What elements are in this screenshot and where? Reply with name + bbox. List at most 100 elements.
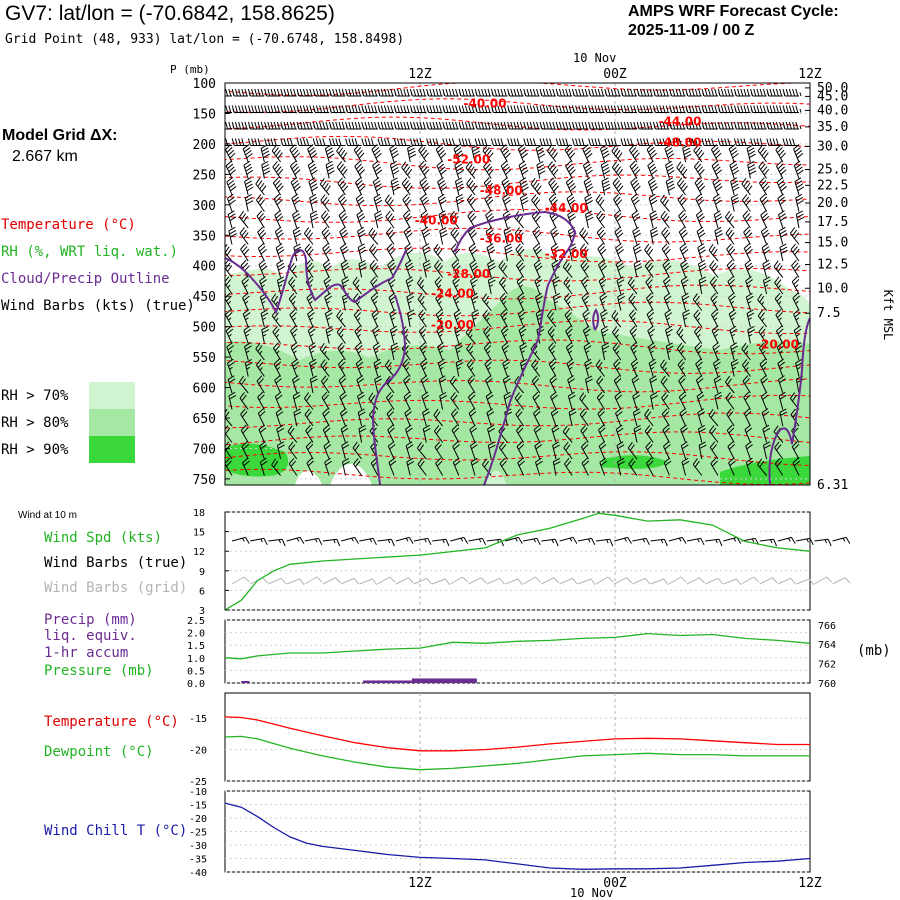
xs-wind-barb-9-25-flag-1 (633, 229, 640, 235)
xs-wind-barb-2-24-flag-4 (617, 121, 621, 130)
xs-wind-barb-7-4 (291, 193, 301, 212)
xs-wind-barb-10-16-flag-0 (486, 243, 494, 249)
xs-wind-barb-4-0-flag-0 (225, 144, 232, 150)
xs-wind-barb-4-26 (646, 144, 658, 163)
wind-tick-label-1: 6 (199, 586, 205, 597)
xs-wind-barb-6-13-flag-2 (439, 183, 446, 189)
xs-wind-barb-3-30-flag-3 (711, 138, 715, 146)
xs-wind-barb-0-14-flag-3 (451, 88, 455, 97)
xs-wind-barb-4-22-shaft (582, 149, 589, 163)
xs-wind-barb-2-6-flag-1 (315, 121, 319, 130)
xs-wind-barb-7-31-flag-2 (732, 200, 740, 205)
temperature-isotherm-13 (225, 320, 810, 334)
xs-wind-barb-10-5 (304, 243, 314, 262)
xs-wind-barb-3-23-flag-0 (588, 138, 592, 146)
xs-wind-barb-6-17-flag-3 (505, 185, 512, 192)
xs-wind-barb-0-30-flag-3 (711, 88, 715, 97)
xs-wind-barb-7-16-shaft (484, 198, 492, 212)
xs-wind-barb-9-35-flag-1 (791, 229, 798, 237)
xs-wind-barb-2-10-flag-2 (383, 121, 387, 130)
xs-wind-barb-9-30-shaft (714, 230, 719, 245)
xs-wind-barb-7-15-flag-1 (468, 196, 475, 203)
xs-wind-barb-4-22-flag-2 (584, 149, 592, 156)
xs-wind-barb-4-21-flag-3 (569, 152, 576, 159)
xs-wind-barb-3-34-flag-0 (766, 138, 770, 146)
xs-wind-barb-6-17-flag-2 (504, 183, 511, 189)
xs-wind-barb-1-11-flag-0 (393, 105, 397, 113)
xs-wind-barb-3-23-flag-1 (591, 138, 595, 146)
xs-wind-barb-4-16-flag-3 (488, 152, 494, 159)
xs-wind-barb-10-33 (761, 243, 771, 262)
xs-wind-barb-7-11 (402, 193, 412, 212)
xs-wind-barb-2-23-flag-1 (591, 121, 595, 130)
xs-wind-barb-2-27-flag-0 (652, 121, 656, 130)
xs-wind-barb-7-7-flag-0 (338, 193, 344, 200)
xs-wind-barb-1-13 (426, 105, 446, 113)
xs-wind-barb-8-19-flag-2 (535, 215, 541, 222)
xs-wind-barb-6-5-flag-2 (310, 183, 318, 189)
xs-wind-barb-2-6-flag-0 (312, 121, 316, 130)
xs-wind-barb-5-33-flag-2 (761, 166, 768, 173)
xs-wind-barb-3-31 (717, 138, 735, 146)
xs-wind-barb-2-14-flag-1 (445, 121, 449, 130)
xs-wind-barb-4-17 (500, 144, 511, 163)
xs-wind-barb-9-0-shaft (228, 230, 233, 245)
xs-wind-barb-10-16 (486, 243, 496, 262)
xs-wind-barb-2-6-flag-4 (325, 121, 329, 130)
xs-wind-barb-7-15-flag-2 (470, 199, 476, 206)
xs-wind-barb-10-31-flag-2 (729, 248, 736, 255)
xs-wind-barb-7-12-flag-1 (421, 196, 428, 203)
precip-bar-1 (363, 680, 412, 683)
xs-wind-barb-5-27-flag-3 (667, 169, 675, 175)
xs-wind-barb-6-23-flag-1 (602, 180, 610, 185)
xs-wind-barb-0-8-flag-2 (351, 88, 355, 97)
xs-wind-barb-9-31-shaft (725, 232, 735, 245)
xs-wind-barb-10-1-flag-0 (240, 243, 246, 250)
xs-wind-barb-1-31-flag-3 (727, 105, 731, 113)
xs-wind-barb-0-34-flag-0 (766, 88, 770, 97)
xs-wind-barb-5-27 (665, 160, 675, 179)
xs-wind-barb-9-0-flag-2 (230, 233, 237, 238)
xs-wind-barb-2-3-flag-1 (267, 121, 271, 130)
xs-wind-barb-0-3-flag-2 (270, 88, 274, 97)
xs-wind-barb-6-19 (530, 177, 542, 196)
xs-wind-barb-6-35-flag-1 (795, 180, 803, 186)
xs-wind-barb-8-4-flag-2 (294, 216, 301, 222)
xs-wind-barb-5-16 (483, 160, 494, 179)
xs-wind-barb-6-31-flag-3 (732, 186, 740, 192)
xs-wind-barb-7-21 (566, 193, 576, 212)
xs-wind-barb-2-30-flag-1 (704, 121, 708, 130)
xs-wind-barb-4-9-flag-1 (372, 147, 380, 153)
xs-wind-barb-2-10-flag-1 (380, 121, 384, 130)
xs-wind-barb-4-35-flag-2 (795, 150, 803, 156)
xs-wind-barb-1-6-flag-0 (312, 105, 316, 113)
xs-wind-barb-1-13-flag-4 (438, 105, 442, 113)
temperature-contour-label-9: -28.00 (447, 267, 490, 281)
xs-wind-barb-8-34-flag-0 (778, 210, 785, 216)
xs-wind-barb-0-35-flag-0 (782, 88, 786, 97)
xs-wind-barb-8-24 (613, 210, 623, 229)
xs-wind-barb-4-33-flag-3 (763, 152, 769, 159)
xs-wind-barb-5-8 (354, 160, 365, 179)
xs-wind-barb-9-33 (760, 226, 770, 245)
xs-wind-barb-3-28-flag-1 (672, 138, 676, 146)
xs-wind-barb-7-17-flag-1 (503, 196, 510, 202)
xs-wind-barb-8-13-flag-1 (439, 213, 447, 218)
xs-wind-barb-9-12-shaft (421, 231, 427, 245)
xs-wind-barb-5-7-flag-3 (342, 168, 348, 176)
xs-wind-barb-4-34-shaft (775, 149, 784, 163)
xs-wind-barb-0-11-flag-1 (396, 88, 400, 97)
xs-wind-barb-0-34-flag-4 (779, 88, 783, 97)
xs-wind-barb-0-2-flag-4 (260, 88, 264, 97)
xs-wind-barb-10-9-shaft (368, 249, 379, 262)
xs-wind-barb-1-34-flag-0 (766, 105, 770, 113)
xs-wind-barb-1-18 (507, 105, 527, 113)
xs-wind-barb-0-29-flag-1 (688, 88, 692, 97)
xs-wind-barb-2-29-flag-3 (694, 121, 698, 130)
xs-wind-barb-5-26-flag-3 (651, 169, 658, 175)
xs-wind-barb-7-3-shaft (273, 198, 282, 212)
xs-wind-barb-8-1-shaft (239, 216, 249, 229)
xs-wind-barb-5-29 (693, 160, 705, 179)
xs-wind-barb-2-13-flag-2 (432, 121, 436, 130)
xs-wind-barb-10-7-flag-0 (340, 243, 347, 249)
